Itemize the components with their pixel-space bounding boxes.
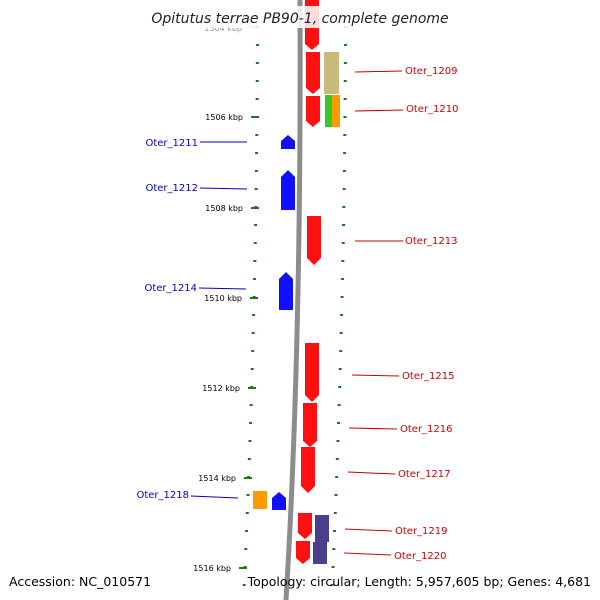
gene-feature[interactable] — [279, 272, 293, 310]
gene-label-oter-1213[interactable]: Oter_1213 — [405, 236, 458, 247]
gene-label-oter-1216[interactable]: Oter_1216 — [400, 424, 453, 435]
gene-label-oter-1217[interactable]: Oter_1217 — [398, 469, 451, 480]
gene-feature[interactable] — [306, 96, 320, 127]
forward-gene-label-texts: Oter_1209 Oter_1210 Oter_1213 Oter_1215 … — [394, 66, 459, 562]
gene-feature-khaki[interactable] — [324, 52, 339, 94]
gene-feature[interactable] — [281, 135, 295, 149]
gene-feature-purple[interactable] — [315, 515, 329, 542]
reverse-genes — [253, 135, 295, 510]
gene-feature-orange[interactable] — [253, 491, 267, 509]
topology-text: Topology: circular; Length: 5,957,605 bp… — [247, 574, 591, 589]
gene-feature[interactable] — [306, 52, 320, 94]
kbp-scale: 1504 kbp 1506 kbp 1508 kbp 1510 kbp 1512… — [193, 24, 243, 573]
gene-feature[interactable] — [305, 343, 319, 402]
gene-label-oter-1219[interactable]: Oter_1219 — [395, 526, 448, 537]
reverse-gene-label-texts: Oter_1211 Oter_1212 Oter_1214 Oter_1218 — [136, 138, 198, 501]
gene-feature-green[interactable] — [325, 95, 332, 127]
kbp-label-1516: 1516 kbp — [193, 564, 231, 573]
gene-feature[interactable] — [301, 447, 315, 493]
reverse-gene-labels — [190, 141, 248, 499]
gene-feature[interactable] — [303, 403, 317, 447]
gene-label-oter-1212[interactable]: Oter_1212 — [145, 183, 198, 194]
gene-feature[interactable] — [307, 216, 321, 265]
right-tick-column — [330, 26, 347, 586]
kbp-label-1514: 1514 kbp — [198, 474, 236, 483]
genome-backbone — [283, 0, 303, 600]
kbp-label-1508: 1508 kbp — [205, 204, 243, 213]
gene-label-oter-1209[interactable]: Oter_1209 — [405, 66, 458, 77]
gene-label-oter-1215[interactable]: Oter_1215 — [402, 371, 455, 382]
gene-feature[interactable] — [272, 492, 286, 510]
gene-label-oter-1220[interactable]: Oter_1220 — [394, 551, 447, 562]
major-ticks — [239, 26, 259, 569]
gene-label-oter-1211[interactable]: Oter_1211 — [145, 138, 198, 149]
accession-text: Accession: NC_010571 — [9, 574, 151, 589]
gene-label-oter-1218[interactable]: Oter_1218 — [136, 490, 189, 501]
gene-feature[interactable] — [281, 170, 295, 210]
gene-feature-orange[interactable] — [332, 95, 340, 127]
gene-feature[interactable] — [298, 513, 312, 539]
gene-label-oter-1214[interactable]: Oter_1214 — [144, 283, 197, 294]
kbp-label-1510: 1510 kbp — [204, 294, 242, 303]
map-title: Opitutus terrae PB90-1, complete genome — [151, 11, 448, 27]
gene-label-oter-1210[interactable]: Oter_1210 — [406, 104, 459, 115]
kbp-label-1504: 1504 kbp — [204, 24, 242, 33]
kbp-label-1506: 1506 kbp — [205, 113, 243, 122]
gene-feature-purple[interactable] — [313, 542, 327, 564]
kbp-label-1512: 1512 kbp — [202, 384, 240, 393]
forward-gene-labels — [343, 70, 404, 556]
gene-feature[interactable] — [296, 541, 310, 564]
